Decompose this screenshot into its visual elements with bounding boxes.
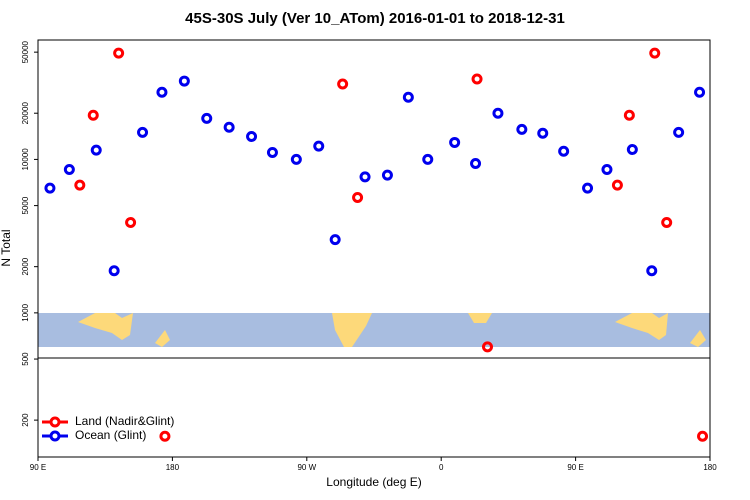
point bbox=[626, 144, 638, 156]
y-tick-label: 500 bbox=[21, 352, 30, 366]
point bbox=[108, 265, 120, 277]
point bbox=[471, 73, 483, 85]
y-tick-label: 2000 bbox=[21, 257, 30, 275]
point bbox=[290, 153, 302, 165]
point bbox=[661, 217, 673, 229]
legend-label: Land (Nadir&Glint) bbox=[75, 414, 174, 428]
point bbox=[481, 341, 493, 353]
point bbox=[90, 144, 102, 156]
point bbox=[537, 127, 549, 139]
point bbox=[402, 91, 414, 103]
point bbox=[694, 86, 706, 98]
point bbox=[329, 234, 341, 246]
x-tick-label: 90 E bbox=[30, 463, 46, 472]
point bbox=[137, 126, 149, 138]
point bbox=[582, 182, 594, 194]
x-tick-label: 180 bbox=[703, 463, 717, 472]
point bbox=[673, 126, 685, 138]
point bbox=[74, 179, 86, 191]
point bbox=[159, 430, 171, 442]
point bbox=[113, 47, 125, 59]
point bbox=[623, 109, 635, 121]
x-tick-label: 180 bbox=[166, 463, 180, 472]
point bbox=[422, 153, 434, 165]
point bbox=[558, 145, 570, 157]
point bbox=[359, 171, 371, 183]
y-tick-label: 20000 bbox=[21, 102, 30, 125]
point bbox=[611, 179, 623, 191]
point bbox=[449, 136, 461, 148]
point bbox=[178, 75, 190, 87]
legend-label: Ocean (Glint) bbox=[75, 428, 146, 442]
point bbox=[646, 265, 658, 277]
point bbox=[697, 430, 709, 442]
y-axis-label: N Total bbox=[0, 229, 13, 266]
point bbox=[492, 107, 504, 119]
chart-title: 45S-30S July (Ver 10_ATom) 2016-01-01 to… bbox=[185, 10, 565, 27]
point bbox=[649, 47, 661, 59]
point bbox=[601, 163, 613, 175]
point bbox=[63, 163, 75, 175]
point bbox=[223, 121, 235, 133]
x-tick-label: 90 W bbox=[297, 463, 316, 472]
point bbox=[470, 158, 482, 170]
y-tick-label: 5000 bbox=[21, 196, 30, 214]
map-strip bbox=[38, 313, 710, 347]
x-axis-label: Longitude (deg E) bbox=[326, 475, 421, 489]
point bbox=[201, 112, 213, 124]
point bbox=[156, 86, 168, 98]
point bbox=[352, 191, 364, 203]
point bbox=[246, 131, 258, 143]
y-tick-label: 200 bbox=[21, 413, 30, 427]
point bbox=[266, 146, 278, 158]
point bbox=[313, 140, 325, 152]
plot-frame bbox=[37, 39, 711, 458]
y-tick-label: 10000 bbox=[21, 148, 30, 171]
x-tick-label: 0 bbox=[439, 463, 444, 472]
point bbox=[337, 78, 349, 90]
x-tick-label: 90 E bbox=[567, 463, 583, 472]
y-tick-label: 50000 bbox=[21, 40, 30, 63]
legend-marker bbox=[49, 430, 61, 442]
point bbox=[516, 123, 528, 135]
point bbox=[125, 217, 137, 229]
y-tick-label: 1000 bbox=[21, 303, 30, 321]
point bbox=[44, 182, 56, 194]
point bbox=[381, 169, 393, 181]
legend-marker bbox=[49, 416, 61, 428]
point bbox=[87, 109, 99, 121]
